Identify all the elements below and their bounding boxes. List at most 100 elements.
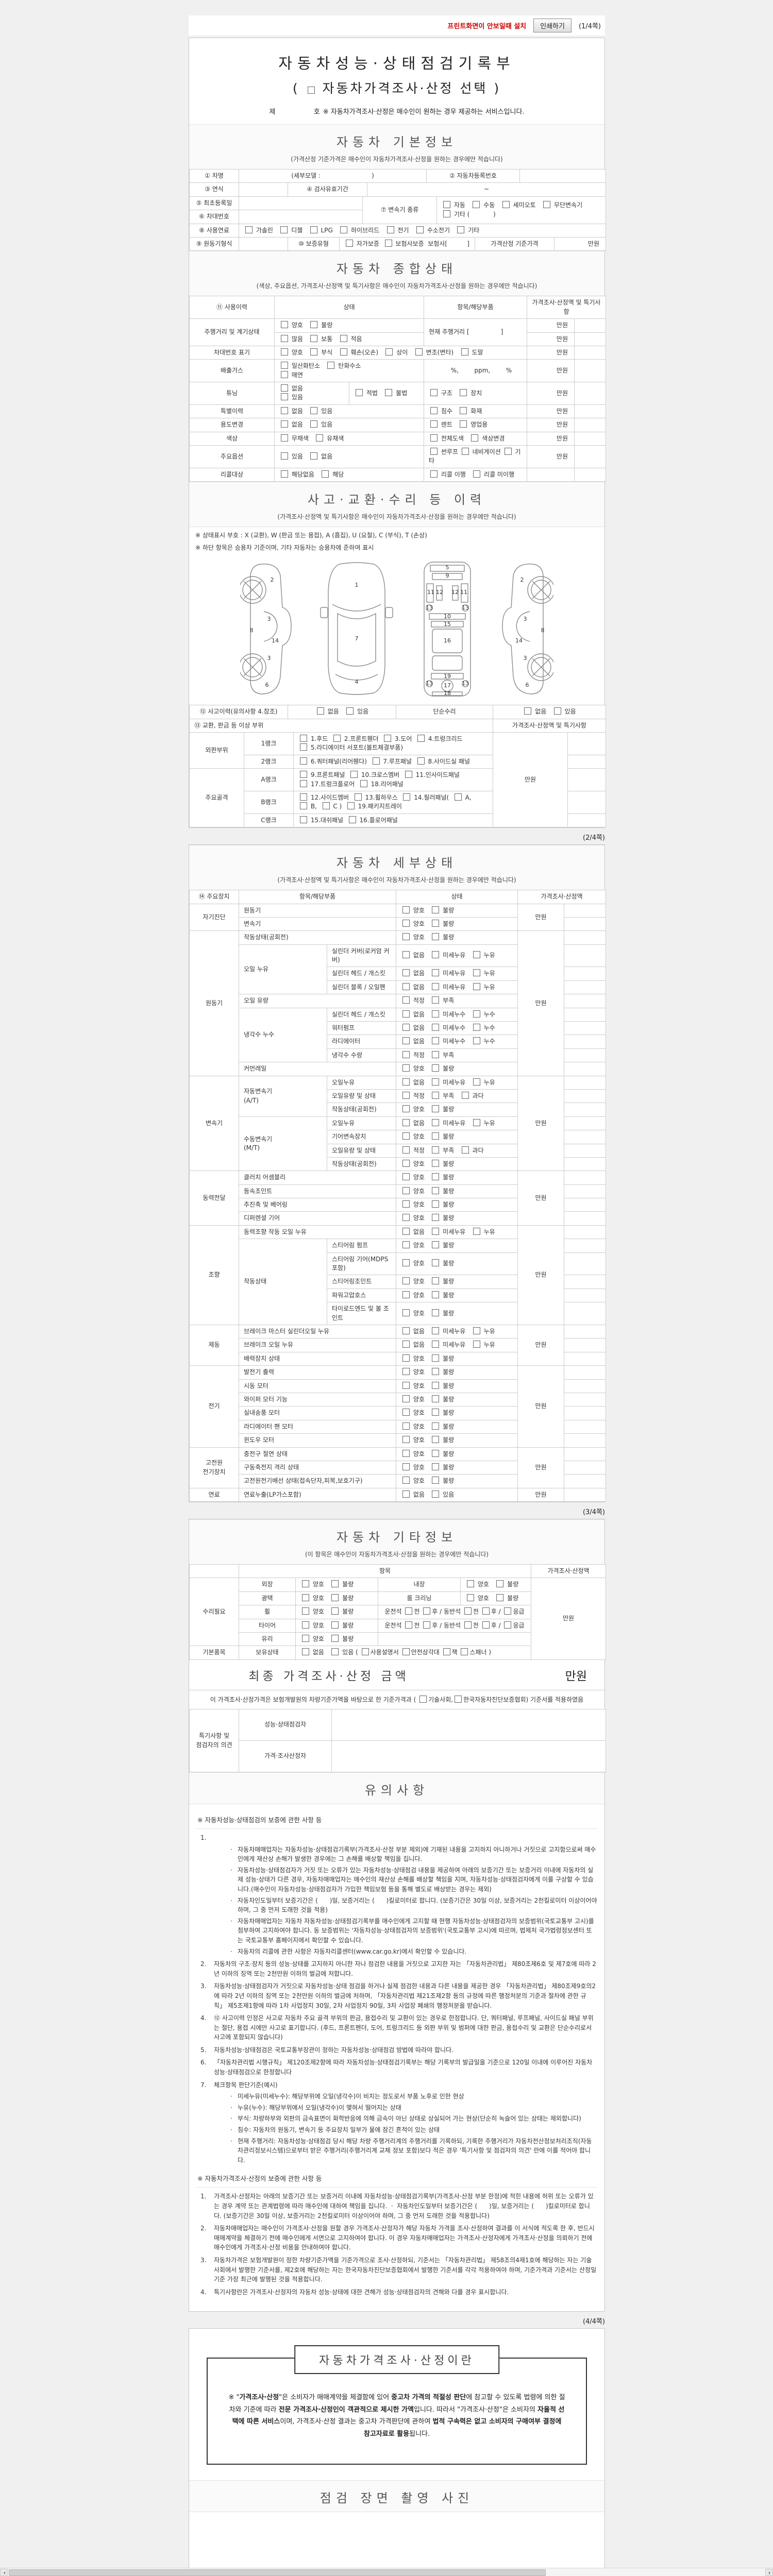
checkbox[interactable] [432,1037,440,1045]
checkbox[interactable] [432,1449,440,1457]
checkbox[interactable] [300,771,307,778]
checkbox[interactable] [350,771,358,778]
checkbox[interactable] [300,743,307,751]
checkbox[interactable] [460,388,467,396]
checkbox[interactable] [432,1490,440,1498]
checkbox[interactable] [331,1635,339,1642]
checkbox[interactable] [402,1277,410,1285]
checkbox[interactable] [502,201,510,209]
checkbox[interactable] [402,1146,410,1154]
checkbox[interactable] [473,1037,480,1045]
checkbox[interactable] [402,1490,410,1498]
checkbox[interactable] [360,779,367,787]
checkbox[interactable] [331,1580,339,1588]
checkbox[interactable] [460,406,467,414]
checkbox[interactable] [402,1050,410,1058]
checkbox[interactable] [402,1381,410,1389]
checkbox[interactable] [402,1477,410,1484]
checkbox[interactable] [432,1241,440,1249]
checkbox[interactable] [432,933,440,941]
checkbox[interactable] [473,201,480,209]
checkbox[interactable] [281,384,288,392]
install-print-plugin-link[interactable]: 프린트화면이 안보일때 설치 [447,23,527,30]
checkbox[interactable] [432,1146,440,1154]
checkbox[interactable] [467,1594,474,1601]
checkbox[interactable] [416,226,424,233]
checkbox[interactable] [402,982,410,990]
checkbox[interactable] [467,1580,474,1588]
checkbox[interactable] [333,734,341,742]
checkbox[interactable] [402,1118,410,1126]
checkbox[interactable] [300,779,307,787]
checkbox[interactable] [461,1146,469,1154]
checkbox[interactable] [473,1078,480,1086]
checkbox[interactable] [432,1227,440,1235]
checkbox[interactable] [432,906,440,913]
checkbox[interactable] [402,906,410,913]
checkbox[interactable] [316,707,324,715]
checkbox[interactable] [281,334,288,342]
car-diagram-top-icon[interactable]: 1 7 4 [318,560,395,698]
checkbox[interactable] [473,470,481,478]
checkbox[interactable] [432,1078,440,1086]
checkbox[interactable] [281,393,288,401]
checkbox[interactable] [281,470,288,478]
checkbox[interactable] [402,1309,410,1316]
checkbox[interactable] [402,919,410,927]
checkbox[interactable] [432,1277,440,1285]
checkbox[interactable] [430,434,438,442]
checkbox[interactable] [423,1607,431,1615]
checkbox[interactable] [402,1463,410,1470]
checkbox[interactable] [281,406,288,414]
checkbox[interactable] [432,1368,440,1376]
checkbox[interactable] [310,406,318,414]
checkbox[interactable] [402,1422,410,1430]
checkbox[interactable] [402,1078,410,1086]
checkbox[interactable] [347,802,355,810]
checkbox[interactable] [482,1607,490,1615]
checkbox[interactable] [504,448,512,455]
checkbox[interactable] [432,1354,440,1362]
scroll-right-arrow-icon[interactable] [765,2569,773,2576]
checkbox[interactable] [430,388,438,396]
checkbox[interactable] [402,996,410,1004]
checkbox[interactable] [307,87,315,94]
checkbox[interactable] [457,226,465,233]
checkbox[interactable] [432,1381,440,1389]
checkbox[interactable] [402,1173,410,1181]
checkbox[interactable] [402,1368,410,1376]
checkbox[interactable] [340,348,347,355]
checkbox[interactable] [473,1010,480,1018]
checkbox[interactable] [432,919,440,927]
checkbox[interactable] [443,1648,450,1656]
checkbox[interactable] [281,452,288,460]
checkbox[interactable] [403,793,411,801]
checkbox[interactable] [461,348,468,355]
checkbox[interactable] [402,1354,410,1362]
checkbox[interactable] [310,348,318,355]
checkbox[interactable] [473,1341,480,1348]
checkbox[interactable] [310,334,318,342]
checkbox[interactable] [402,1200,410,1208]
checkbox[interactable] [432,1463,440,1470]
checkbox[interactable] [432,1173,440,1181]
checkbox[interactable] [405,1607,413,1615]
checkbox[interactable] [300,816,307,823]
checkbox[interactable] [346,239,353,247]
checkbox[interactable] [432,1291,440,1298]
checkbox[interactable] [402,1259,410,1267]
checkbox[interactable] [302,1594,309,1601]
checkbox[interactable] [496,1580,504,1588]
checkbox[interactable] [496,1594,504,1601]
checkbox[interactable] [402,1159,410,1167]
checkbox[interactable] [432,1259,440,1267]
checkbox[interactable] [430,406,438,414]
checkbox[interactable] [331,1648,339,1656]
checkbox[interactable] [432,1010,440,1018]
checkbox[interactable] [471,434,479,442]
checkbox[interactable] [402,1241,410,1249]
checkbox[interactable] [385,388,393,396]
checkbox[interactable] [402,969,410,977]
checkbox[interactable] [356,388,363,396]
checkbox[interactable] [310,321,318,329]
